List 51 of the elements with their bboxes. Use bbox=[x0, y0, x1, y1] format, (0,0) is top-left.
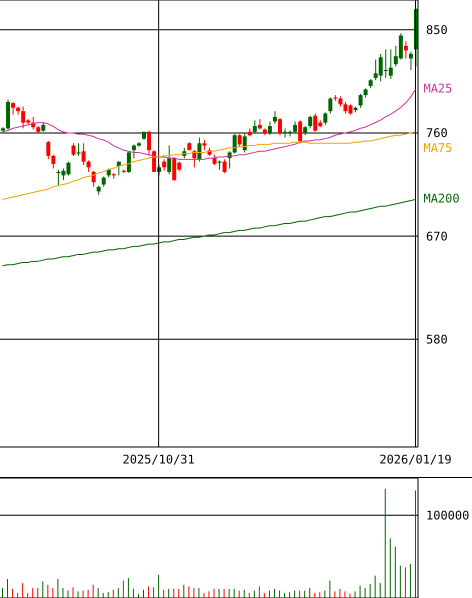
candlestick bbox=[404, 40, 408, 59]
line-series bbox=[2, 198, 416, 266]
candlestick bbox=[364, 88, 368, 98]
candlestick bbox=[132, 144, 136, 159]
x-tick-label: 2025/10/31 bbox=[122, 452, 195, 467]
candlestick bbox=[126, 150, 131, 174]
candlestick bbox=[298, 120, 302, 144]
candlestick bbox=[293, 120, 298, 134]
candlestick bbox=[238, 134, 242, 148]
candlestick bbox=[272, 110, 277, 124]
candlestick bbox=[72, 142, 76, 156]
candlestick bbox=[86, 160, 91, 172]
candlestick bbox=[51, 154, 56, 169]
candlestick bbox=[368, 78, 373, 89]
candlestick bbox=[258, 118, 262, 130]
candlestick bbox=[323, 112, 328, 126]
candlestick bbox=[252, 120, 257, 134]
line-series bbox=[2, 131, 416, 200]
candlestick bbox=[46, 140, 50, 160]
candlestick bbox=[212, 154, 217, 166]
candlestick bbox=[102, 176, 106, 188]
y-tick-label: 760 bbox=[426, 126, 448, 140]
candlestick bbox=[106, 168, 111, 178]
y-tick-label: 850 bbox=[426, 23, 448, 38]
candlestick bbox=[303, 126, 308, 136]
candlestick bbox=[242, 132, 247, 153]
series-label: MA25 bbox=[423, 82, 452, 96]
x-tick-label: 2026/01/19 bbox=[379, 452, 452, 467]
candlestick bbox=[162, 158, 166, 172]
candlestick bbox=[232, 134, 237, 154]
y-tick-label: 670 bbox=[426, 229, 448, 244]
candlestick bbox=[96, 185, 101, 196]
candlestick bbox=[197, 137, 202, 162]
candlestick bbox=[338, 96, 342, 108]
candlestick bbox=[41, 122, 46, 132]
candlestick bbox=[82, 142, 86, 166]
candlestick bbox=[218, 160, 222, 170]
y-tick-label: 580 bbox=[426, 332, 448, 347]
candlestick bbox=[278, 118, 282, 136]
series-label: MA200 bbox=[423, 192, 460, 206]
candlestick bbox=[222, 158, 227, 174]
candlestick bbox=[268, 120, 272, 136]
candlestick bbox=[408, 51, 413, 70]
series-label: MA75 bbox=[423, 141, 452, 156]
y-tick-label: 100000 bbox=[426, 508, 470, 522]
candlestick bbox=[328, 96, 332, 114]
candlestick bbox=[167, 145, 172, 175]
candlestick bbox=[308, 115, 312, 129]
candlestick bbox=[358, 93, 363, 108]
candlestick bbox=[147, 130, 152, 156]
candlestick bbox=[11, 102, 16, 116]
